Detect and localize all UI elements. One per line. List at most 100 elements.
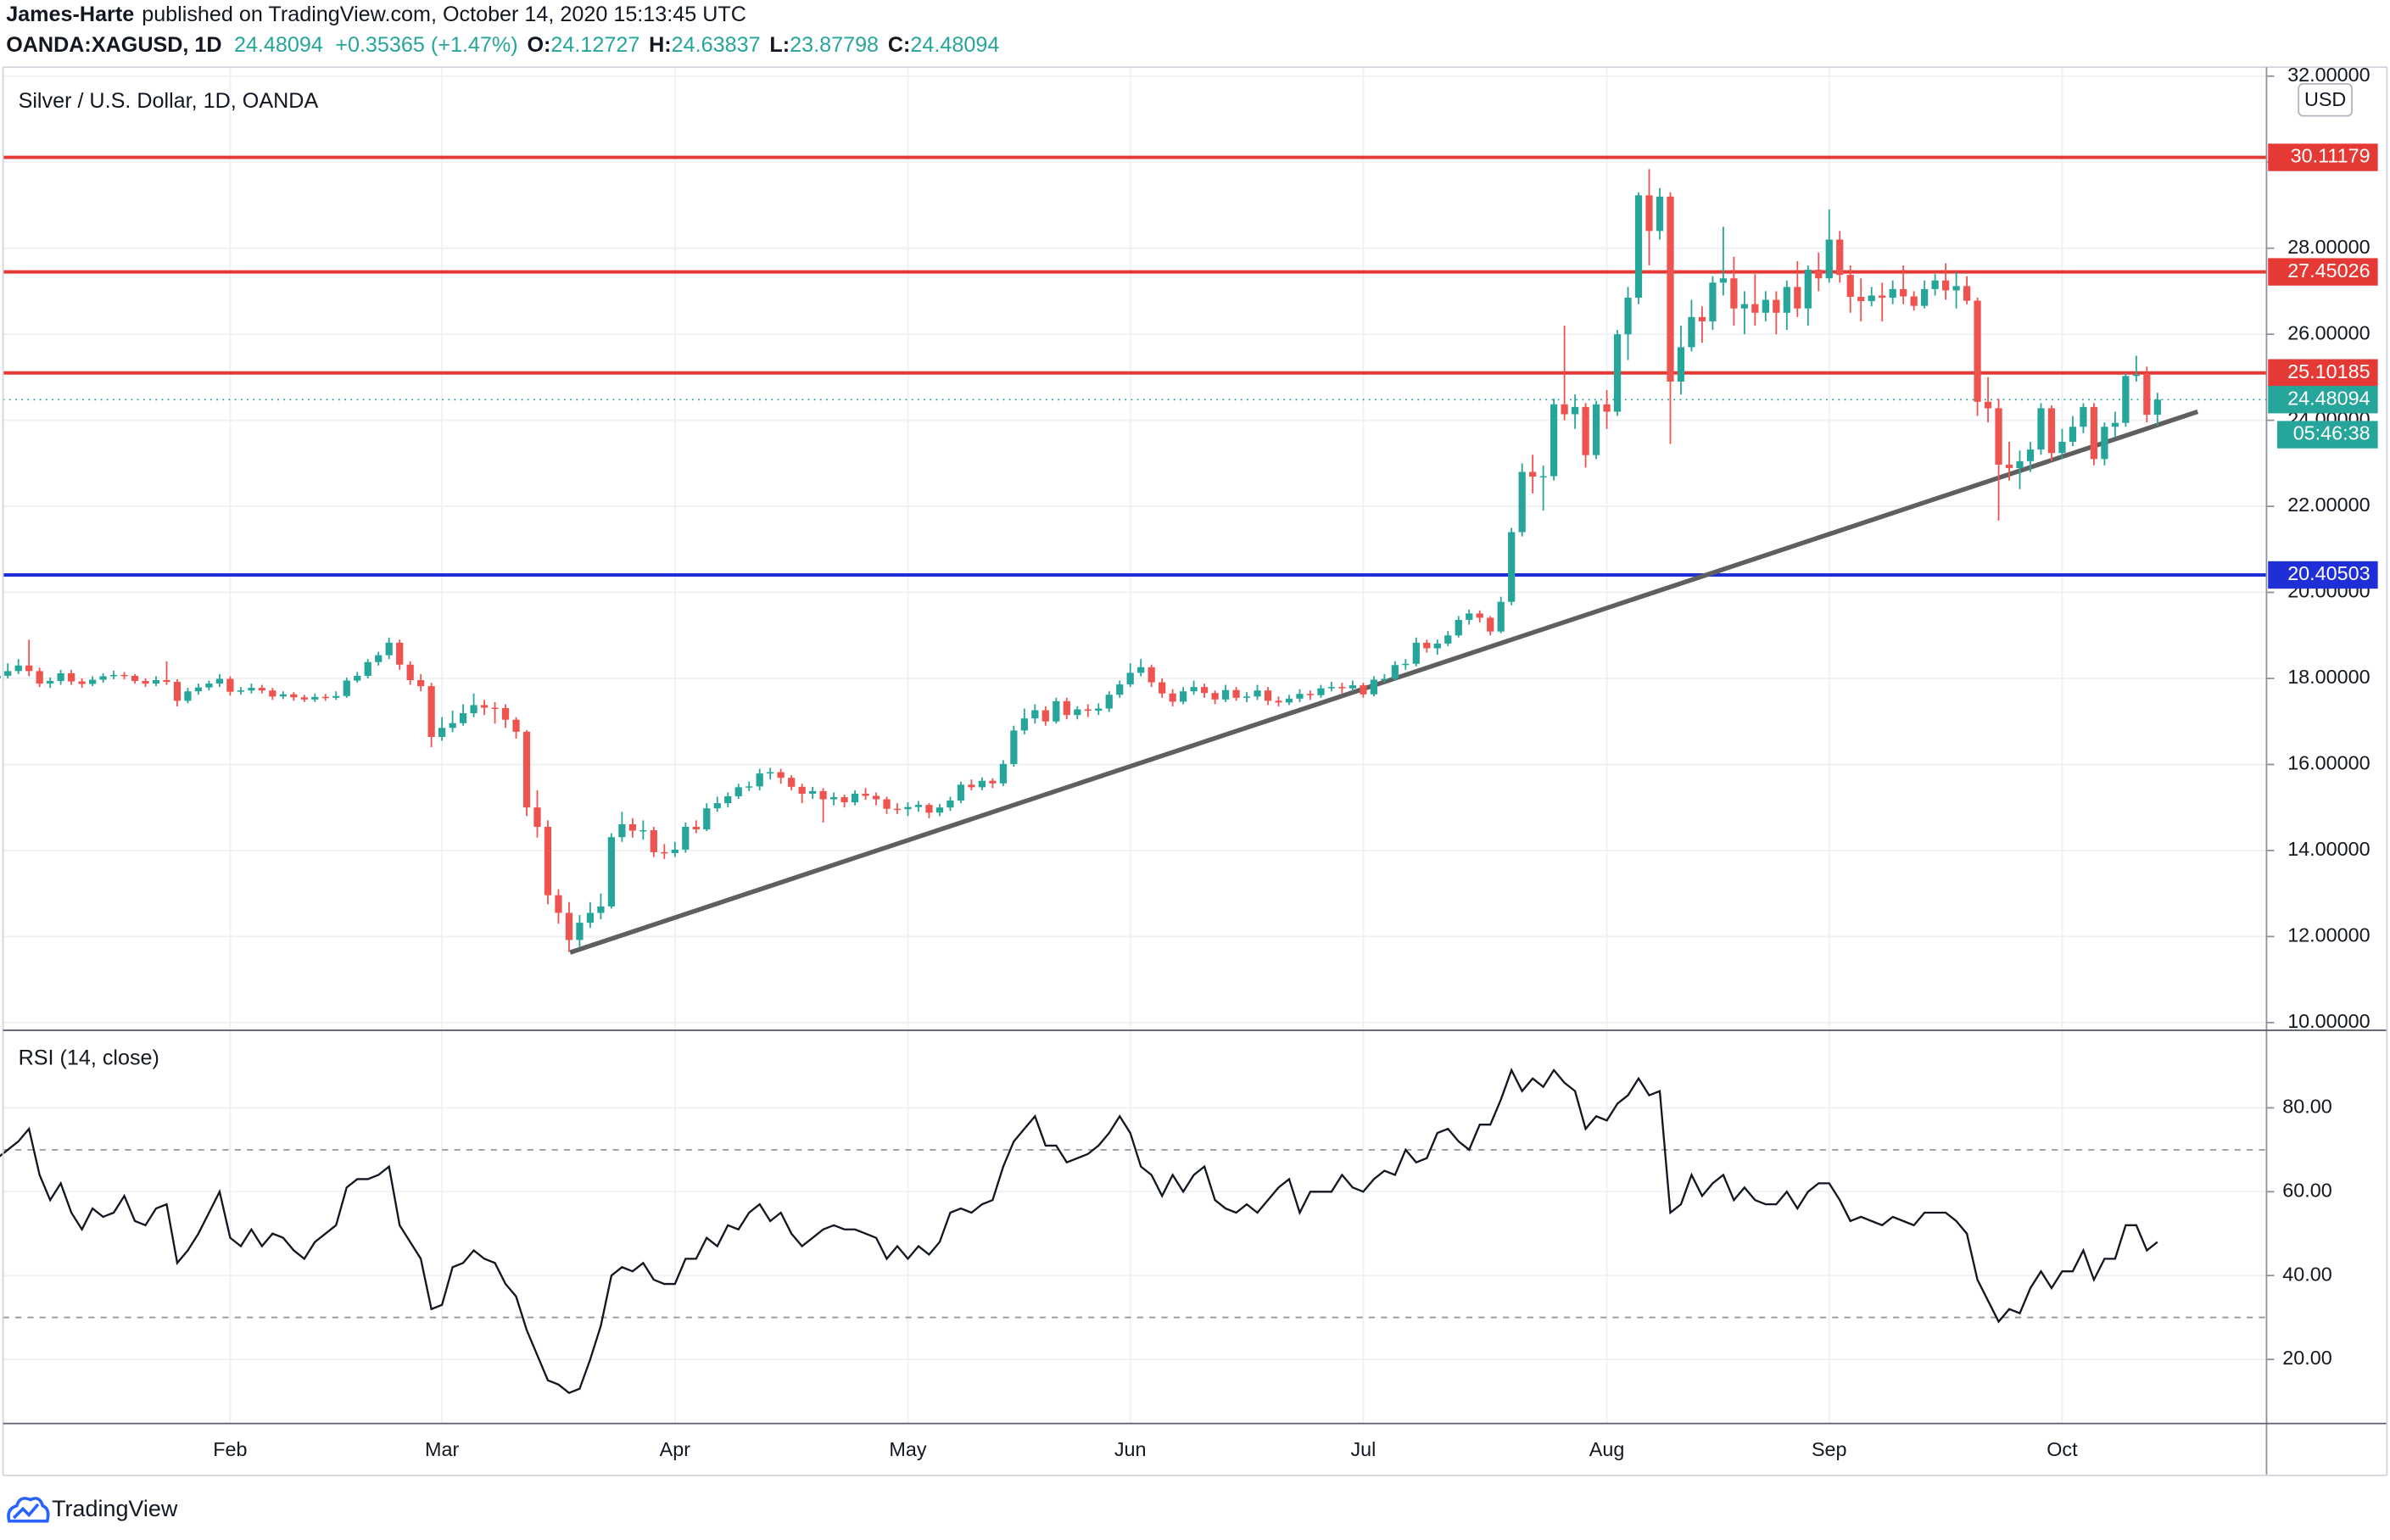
candle-body xyxy=(14,665,22,672)
candle-body xyxy=(713,803,721,809)
candle-body xyxy=(1317,688,1325,695)
candle-body xyxy=(1582,406,1589,455)
candle-body xyxy=(1889,288,1896,299)
logo-line xyxy=(12,1503,40,1520)
candle-body xyxy=(1963,286,1971,301)
candle-body xyxy=(47,681,54,684)
candle-body xyxy=(1211,693,1219,700)
candle-body xyxy=(1412,642,1420,664)
candle-body xyxy=(1868,295,1875,302)
candle-body xyxy=(1433,643,1441,649)
candle-body xyxy=(788,778,796,787)
rsi-line xyxy=(0,1067,2158,1394)
candle-body xyxy=(1794,287,1801,309)
candle-body xyxy=(692,827,700,830)
candle-body xyxy=(639,830,647,832)
candle-body xyxy=(1476,613,1483,618)
level-label: 27.45026 xyxy=(2287,259,2370,282)
candle-body xyxy=(1825,239,1833,279)
candle-body xyxy=(1275,700,1282,703)
y-tick-label: 14.00000 xyxy=(2287,838,2370,860)
candle-body xyxy=(1126,672,1134,685)
x-tick-label: Mar xyxy=(425,1438,459,1460)
candle-body xyxy=(2016,460,2024,468)
candle-body xyxy=(1645,195,1653,232)
candle-body xyxy=(2069,427,2077,442)
candle-body xyxy=(491,707,499,709)
candle-body xyxy=(947,801,954,808)
ohlc-key: C: xyxy=(888,33,911,57)
candle-body xyxy=(1466,613,1473,621)
ohlc-key: H: xyxy=(649,33,672,57)
candle-body xyxy=(544,827,552,896)
candle-body xyxy=(1667,196,1674,382)
candle-body xyxy=(555,895,562,913)
candle-body xyxy=(809,790,817,794)
candle-body xyxy=(607,837,616,907)
candle-body xyxy=(269,690,276,697)
candle-body xyxy=(829,797,838,800)
candle-body xyxy=(576,923,584,940)
candle-body xyxy=(88,679,97,684)
currency: USD xyxy=(2304,88,2346,110)
candle-body xyxy=(724,795,732,804)
candle-body xyxy=(311,696,319,700)
x-tick-label: Apr xyxy=(660,1438,691,1460)
ohlc-value: 23.87798 xyxy=(790,33,879,57)
candle-body xyxy=(2080,406,2087,427)
candle-body xyxy=(406,664,414,681)
candle-body xyxy=(68,672,75,682)
candle-body xyxy=(78,681,86,684)
candle-body xyxy=(586,912,595,923)
candle-body xyxy=(628,823,636,831)
candle-body xyxy=(1116,684,1124,695)
candle-body xyxy=(1148,667,1155,683)
candle-body xyxy=(2111,422,2119,427)
candle-body xyxy=(332,695,340,698)
candle-body xyxy=(1910,296,1918,306)
candle-body xyxy=(989,780,997,784)
candle-body xyxy=(501,707,510,720)
candle-body xyxy=(1995,408,2002,465)
candle-body xyxy=(1624,298,1632,335)
candle-body xyxy=(851,793,859,803)
candle-body xyxy=(300,697,308,700)
candle-body xyxy=(1074,709,1081,716)
candle-body xyxy=(914,805,923,807)
candle-body xyxy=(57,672,64,682)
candle-body xyxy=(375,655,383,662)
candle-body xyxy=(1285,698,1293,703)
candle-body xyxy=(1900,288,1907,297)
candle-body xyxy=(470,705,477,714)
ohlc-key: L: xyxy=(769,33,790,57)
candle-body xyxy=(1402,663,1410,666)
candle-body xyxy=(1762,299,1769,313)
candle-body xyxy=(2143,374,2151,416)
candle-body xyxy=(163,680,170,683)
candle-body xyxy=(661,851,668,854)
y-tick-label: 22.00000 xyxy=(2287,494,2370,516)
candle-body xyxy=(1349,685,1357,689)
ohlc-key: O: xyxy=(527,33,550,57)
candle-body xyxy=(734,787,742,796)
candle-body xyxy=(1783,287,1790,313)
candle-body xyxy=(1159,682,1166,694)
candle-body xyxy=(1688,316,1695,348)
symbol-line: OANDA:XAGUSD, 1D 24.48094 +0.35365 (+1.47%… xyxy=(6,33,999,57)
candle-body xyxy=(258,688,265,691)
candle-body xyxy=(978,780,986,788)
frame xyxy=(2,66,2388,1476)
candle-body xyxy=(237,690,245,692)
candle-body xyxy=(1846,275,1854,298)
candle-body xyxy=(798,786,806,794)
ohlc-value: 24.48094 xyxy=(910,33,999,57)
candle-body xyxy=(1773,299,1780,313)
candle-body xyxy=(215,678,224,684)
candle-body xyxy=(1952,286,1960,291)
candle-body xyxy=(364,661,371,676)
candle-body xyxy=(449,723,456,728)
candle-body xyxy=(2026,449,2035,461)
candle-body xyxy=(1921,288,1929,306)
candle-body xyxy=(522,731,531,808)
candle-body xyxy=(1242,696,1251,698)
